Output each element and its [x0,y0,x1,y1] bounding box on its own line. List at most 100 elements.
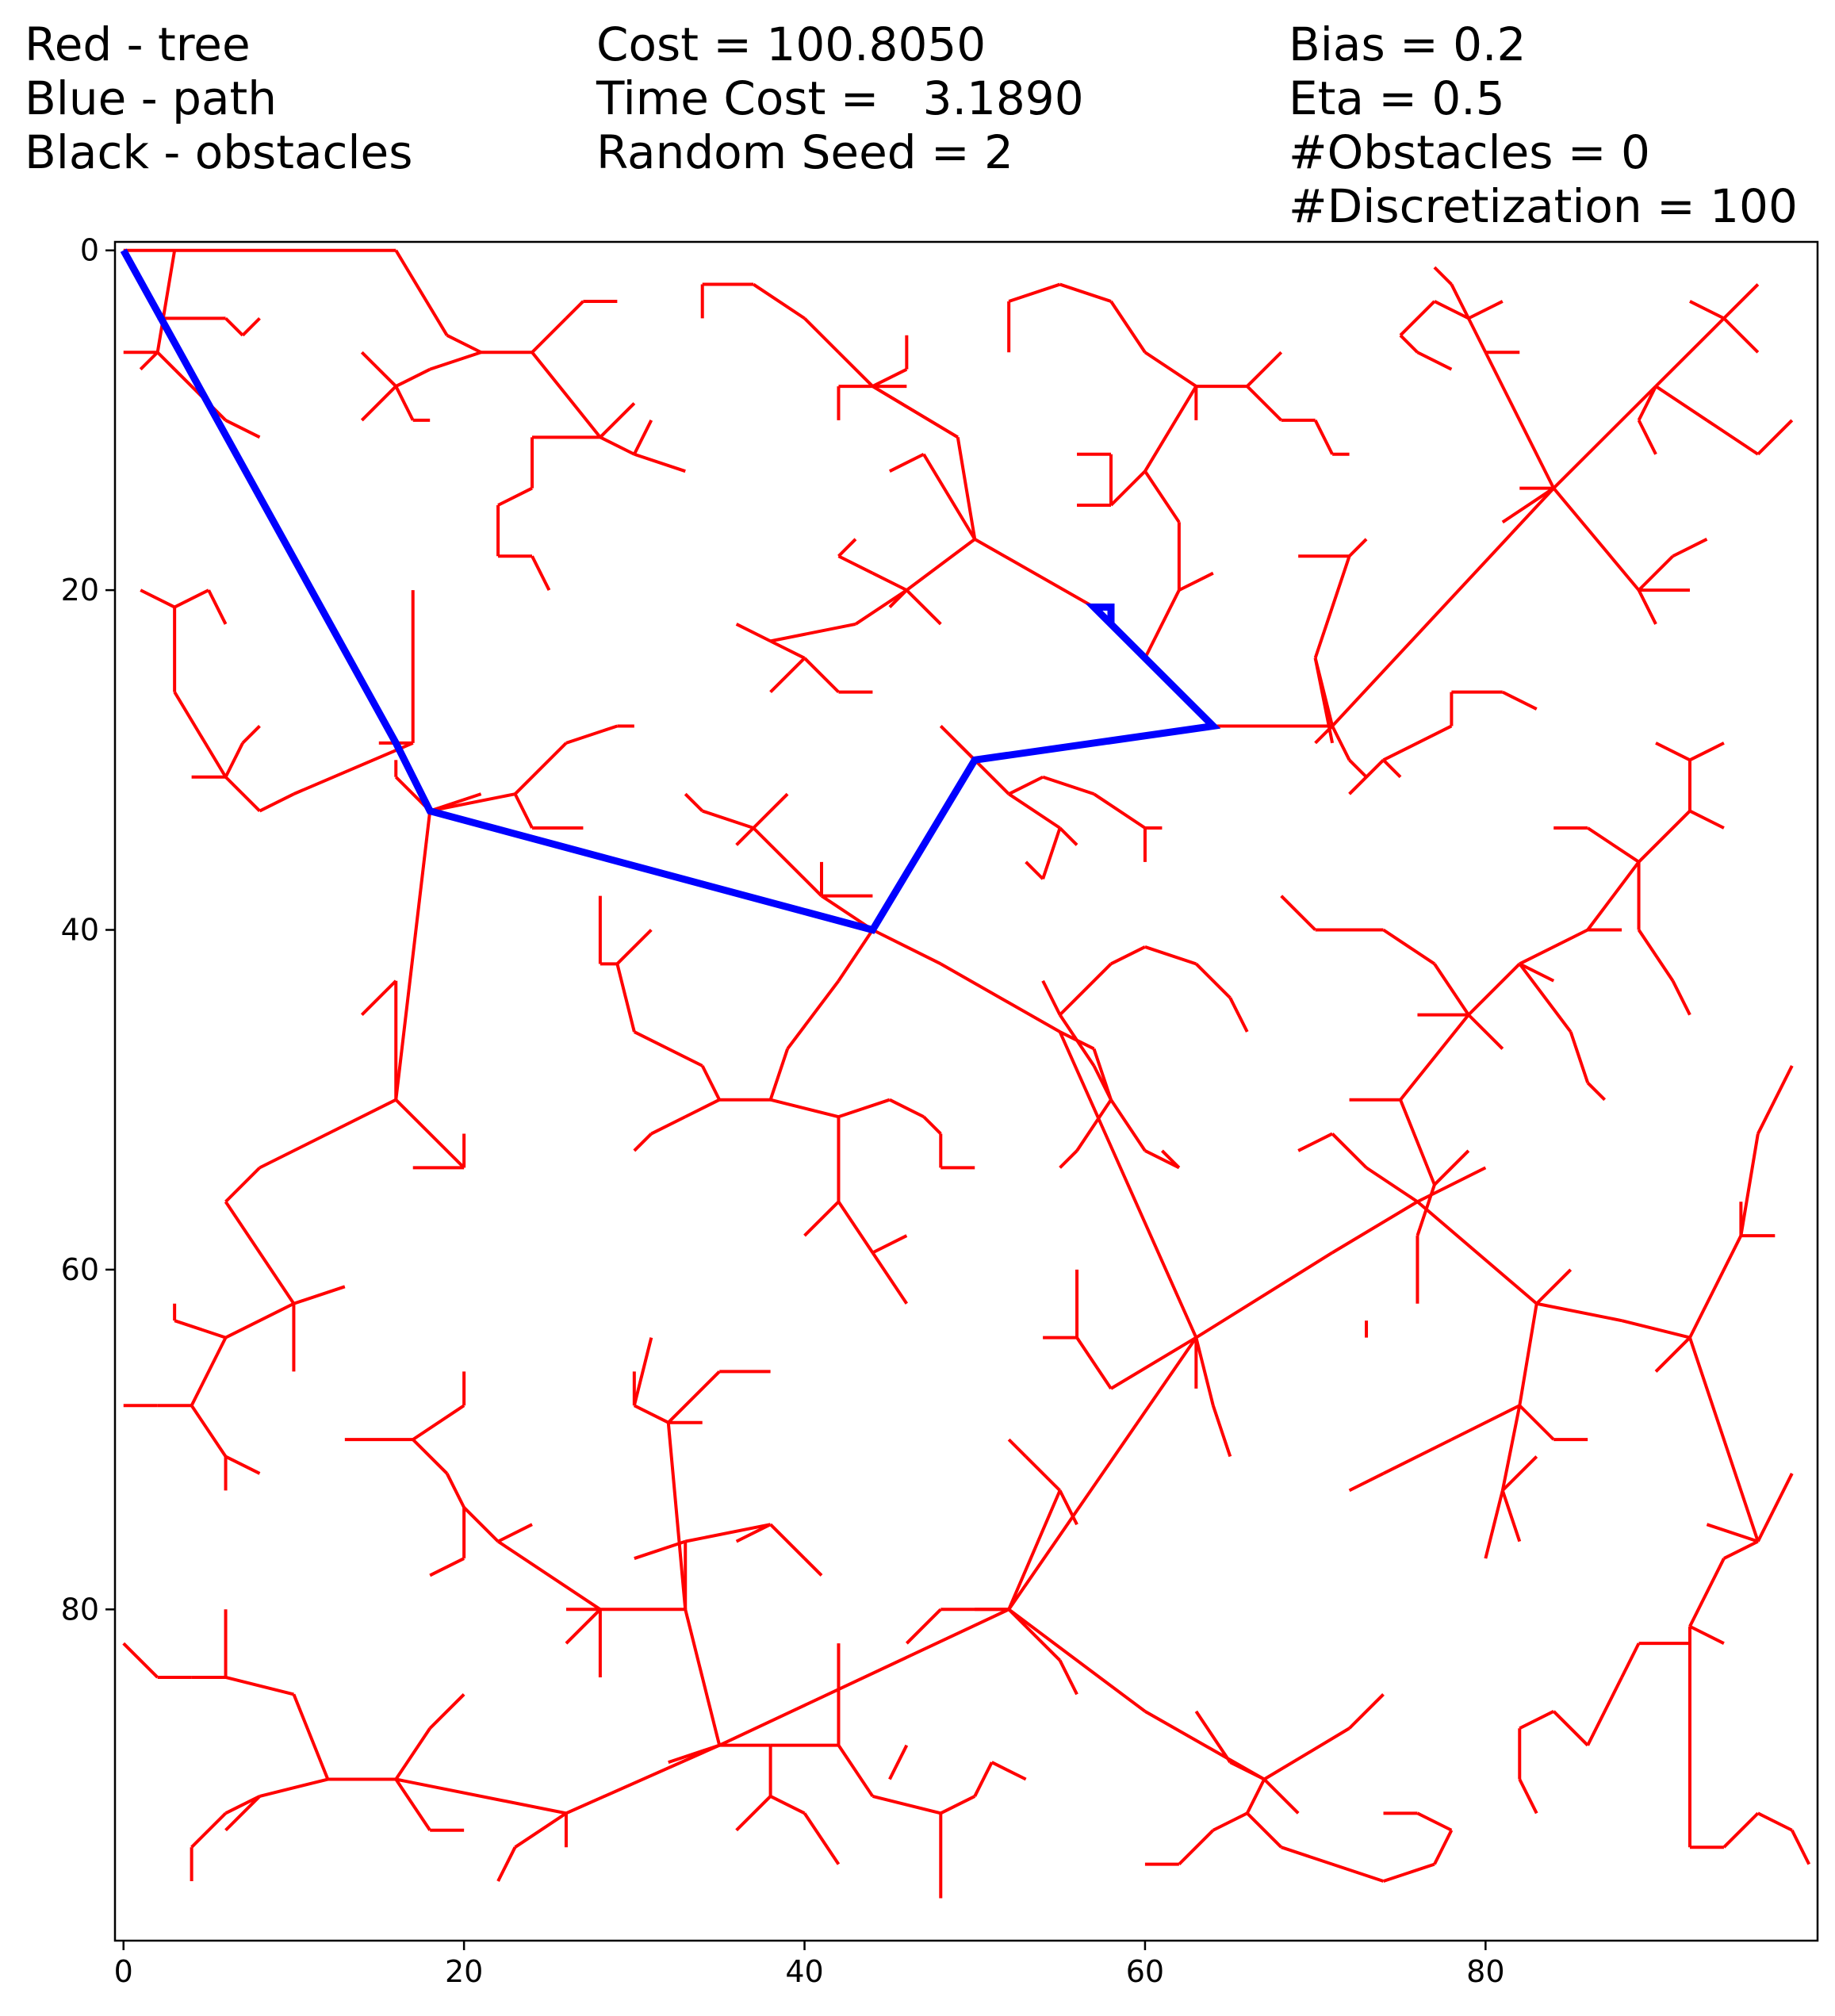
tree-edge [1723,1539,1759,1560]
tree-edge [1706,1523,1759,1543]
random-seed-text: Random Seed = 2 [596,125,1013,179]
tree-edge [428,1692,465,1730]
tree-edge [1092,1064,1113,1101]
tree-edge [973,758,1010,795]
tree-edge [735,826,755,846]
tree-edge [412,1438,449,1475]
tree-edge [1262,1778,1300,1815]
tree-edge [224,1201,296,1305]
tree-edge [1501,486,1555,524]
tree-edge [1689,742,1725,762]
tree-edge [1655,742,1691,762]
x-tick-label: 40 [785,1954,823,1989]
tree-edge [837,1098,891,1119]
tree-edge [429,792,515,813]
tree-edge [1194,1337,1215,1406]
tree-edge [1144,945,1197,966]
tree-edge [224,316,244,337]
tree-edge [292,1693,330,1780]
tree-edge [293,1285,346,1305]
tree-edge [1756,419,1794,456]
tree-edge [1552,385,1657,490]
tree-edge [700,1064,721,1101]
tree-edge [1654,316,1726,388]
tree-edge [1791,1829,1811,1865]
tree-edge [837,1744,875,1798]
tree-edge [412,1404,465,1441]
tree-edge [293,742,414,795]
tree-edge [259,792,295,813]
tree-edge [1654,385,1708,422]
y-tick-label: 40 [61,913,99,948]
tree-edge [650,1115,687,1136]
tree-edge [1194,962,1232,999]
tree-edge [1144,589,1181,659]
tree-edge [1059,1149,1078,1169]
tree-edge [1500,1405,1522,1491]
tree-edge [1621,1319,1691,1340]
tree-edge [1195,1251,1334,1340]
tree-edge [735,623,772,643]
tree-edge [1416,1166,1487,1204]
tree-edge [1008,792,1061,830]
tree-edge [1501,1455,1538,1492]
tree-edge [752,826,823,898]
tree-edge [753,282,806,320]
tree-edge [1160,1149,1181,1169]
tree-edge [429,792,482,813]
tree-edge [1246,351,1283,388]
tree-edge [769,1523,806,1560]
tree-edge [752,792,789,830]
tree-edge [1518,1404,1555,1441]
tree-edge [1313,420,1334,455]
tree-edge [939,725,976,761]
tree-edge [1484,351,1556,489]
tree-edge [1331,487,1555,727]
time-cost-text: Time Cost = 3.1890 [596,71,1084,125]
tree-edge [1501,690,1538,711]
tree-edge [1637,589,1657,625]
tree-edge [1518,963,1573,1033]
tree-edge [684,1608,722,1746]
x-tick-label: 60 [1126,1954,1164,1989]
tree-edge [600,435,635,456]
path-series [120,248,1221,934]
tree-edge [1467,300,1504,320]
tree-edge [224,1301,295,1340]
tree-edge [446,334,482,355]
tree-edge [1058,1489,1078,1526]
axis-ticks: 0 20 40 60 80 0 20 40 60 80 [61,233,1505,1989]
tree-edge [1756,1064,1794,1135]
tree-edge [1586,860,1641,931]
tree-edge [514,1811,568,1849]
tree-edge [1059,282,1112,303]
x-tick-label: 80 [1466,1954,1504,1989]
tree-edge [224,776,261,812]
tree-edge [1314,725,1334,745]
tree-edge [718,1608,1010,1747]
tree-edge [684,1523,771,1543]
tree-edge [1331,1200,1419,1255]
tree-edge [1739,1133,1760,1236]
tree-edge [1110,945,1146,966]
discretization-text: #Discretization = 100 [1289,179,1798,233]
tree-edge [1382,758,1402,779]
tree-edge [1007,1608,1147,1713]
tree-edge [1706,419,1759,456]
tree-edge [1007,1336,1197,1611]
tree-edge [1348,1472,1385,1493]
tree-edge [156,351,176,371]
tree-edge [1109,470,1147,507]
tree-edge [837,554,874,575]
tree-edge [497,1523,533,1543]
tree-edge [1059,962,1113,1017]
tree-edge [259,1098,397,1170]
tree-edge [190,1336,228,1407]
tree-edge [940,1795,976,1815]
tree-edge [854,588,908,626]
tree-edge [173,691,228,778]
cost-text: Cost = 100.8050 [596,17,986,71]
tree-edge [174,588,209,609]
tree-edge [1008,282,1061,303]
tree-edge [429,1557,465,1577]
